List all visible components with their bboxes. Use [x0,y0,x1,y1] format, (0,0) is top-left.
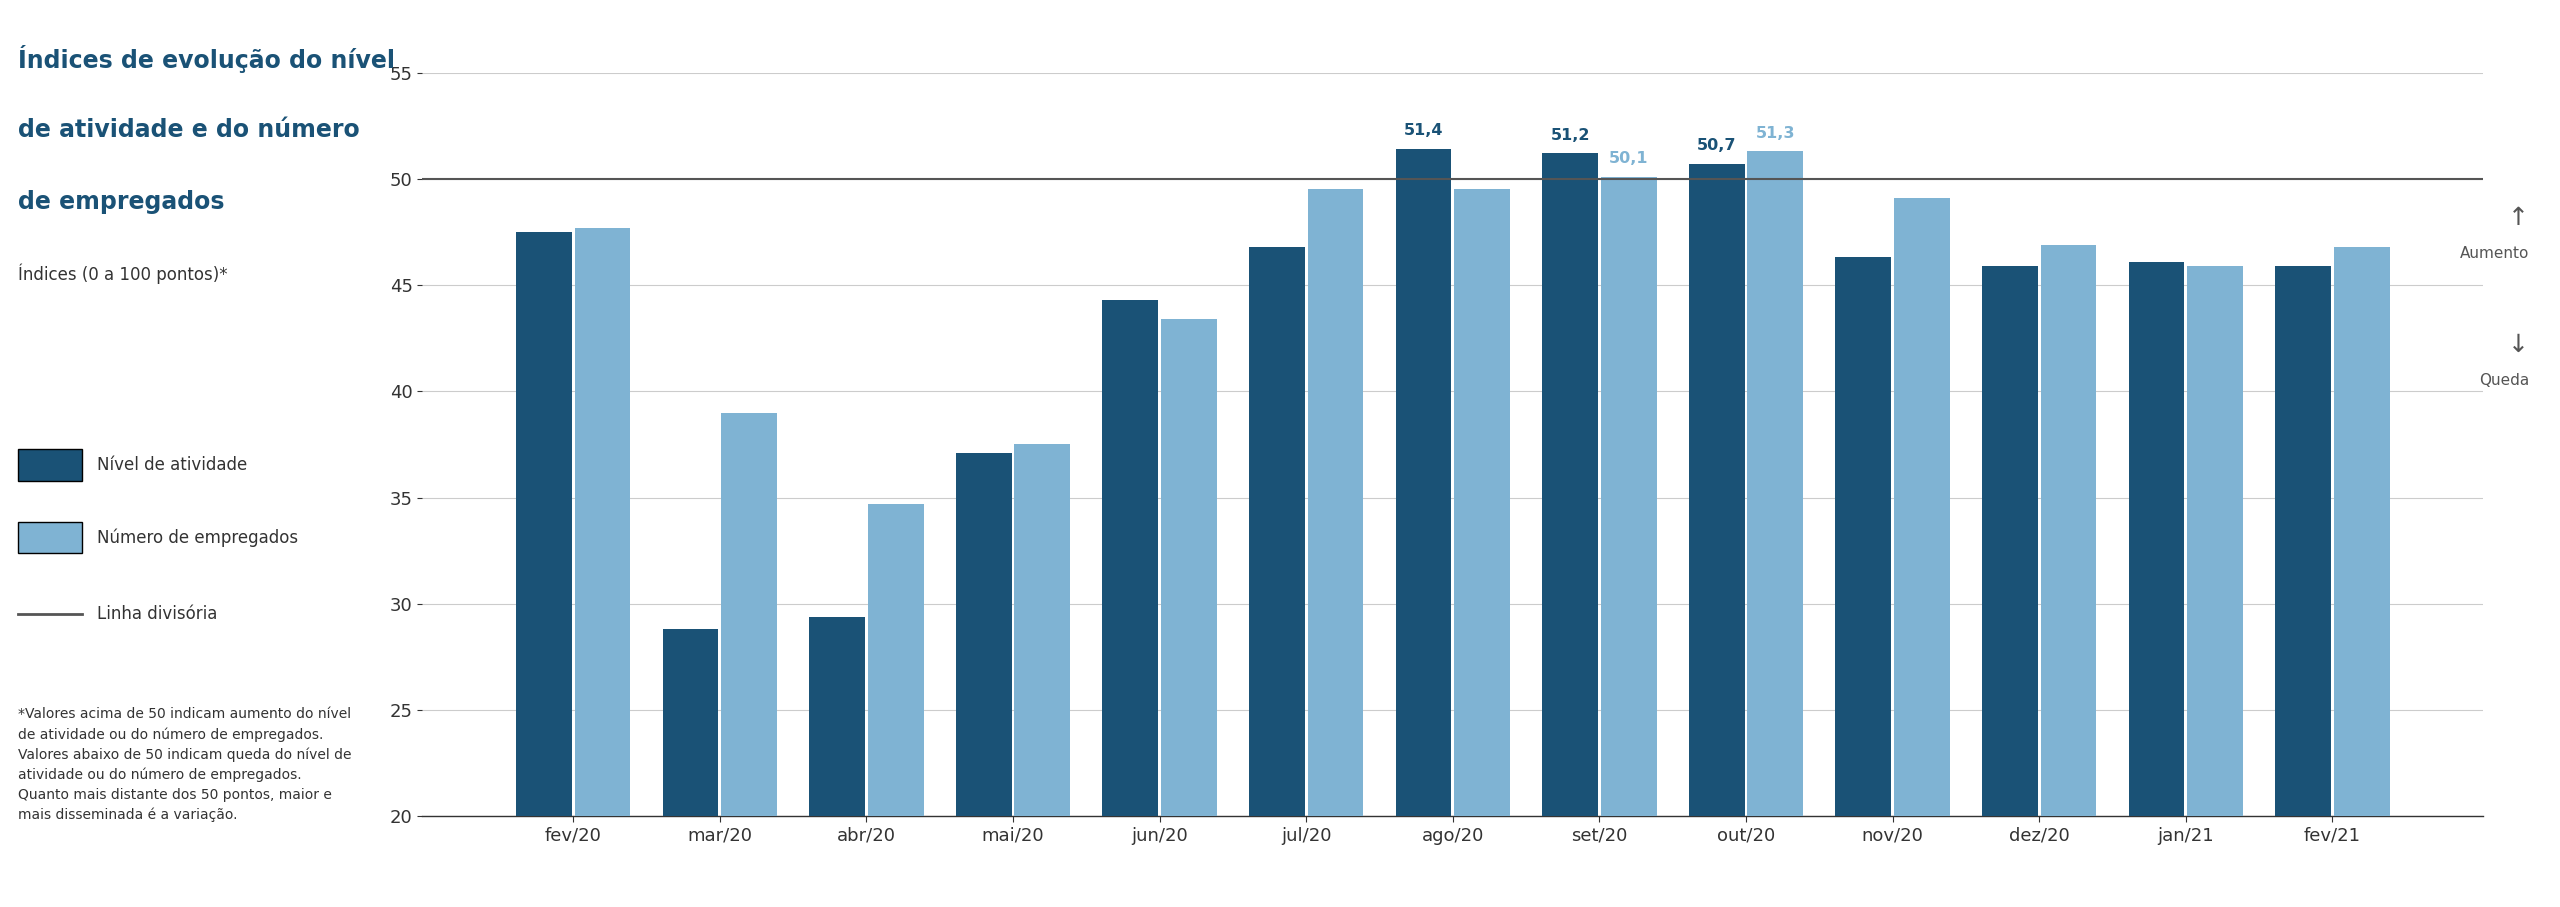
Bar [517,232,571,907]
Text: 49,5: 49,5 [1316,200,1354,215]
Text: 45,9: 45,9 [2196,277,2235,291]
Text: Linha divisória: Linha divisória [97,605,218,623]
Bar [2186,266,2243,907]
Bar [1249,247,1306,907]
Text: *Valores acima de 50 indicam aumento do nível
de atividade ou do número de empre: *Valores acima de 50 indicam aumento do … [18,707,351,822]
Text: 37,5: 37,5 [1021,455,1062,470]
Text: de atividade e do número: de atividade e do número [18,118,358,141]
Text: 51,4: 51,4 [1403,123,1444,139]
Text: 51,2: 51,2 [1551,128,1590,142]
Bar [1981,266,2038,907]
Text: 50,1: 50,1 [1610,151,1649,166]
Text: Índices de evolução do nível: Índices de evolução do nível [18,45,394,73]
Text: 46,8: 46,8 [2342,258,2381,272]
Text: 49,5: 49,5 [1462,200,1503,215]
Text: 46,3: 46,3 [1843,268,1884,283]
Text: 29,4: 29,4 [817,627,858,642]
Text: 34,7: 34,7 [876,514,916,530]
Text: 47,5: 47,5 [525,242,563,258]
Text: 45,9: 45,9 [1989,277,2030,291]
Bar [1308,190,1364,907]
Bar [722,413,778,907]
Text: 49,1: 49,1 [1902,209,1940,223]
Bar [1395,149,1452,907]
Text: 46,9: 46,9 [2048,255,2089,270]
Text: 46,1: 46,1 [2138,272,2176,288]
Bar [1541,153,1597,907]
Bar [573,228,630,907]
Bar [955,453,1011,907]
Text: 44,3: 44,3 [1111,310,1149,326]
Text: Queda: Queda [2478,374,2529,388]
Text: 37,1: 37,1 [965,463,1004,479]
Text: Índices (0 a 100 pontos)*: Índices (0 a 100 pontos)* [18,263,228,284]
Text: 39,0: 39,0 [730,424,768,438]
Text: 28,8: 28,8 [671,640,709,655]
Bar [2127,262,2184,907]
Bar [663,629,719,907]
Text: 50,7: 50,7 [1697,138,1736,153]
Text: ↑: ↑ [2509,206,2529,229]
Text: ↓: ↓ [2509,333,2529,356]
Bar [2040,245,2097,907]
Text: Aumento: Aumento [2460,247,2529,261]
Text: de empregados: de empregados [18,190,225,214]
Bar [868,504,924,907]
Text: 45,9: 45,9 [2284,277,2322,291]
Bar [1162,319,1216,907]
Bar [1894,198,1951,907]
Text: 46,8: 46,8 [1257,258,1295,272]
Bar [2276,266,2332,907]
Bar [1103,300,1157,907]
Bar [809,617,865,907]
Bar [1748,151,1802,907]
Text: 51,3: 51,3 [1756,125,1795,141]
Bar [1014,444,1070,907]
Bar [2335,247,2388,907]
Bar [1600,177,1656,907]
Text: 43,4: 43,4 [1170,329,1208,345]
Bar [1690,164,1743,907]
Text: Nível de atividade: Nível de atividade [97,456,248,474]
Text: 47,7: 47,7 [584,239,622,253]
Text: Número de empregados: Número de empregados [97,529,300,547]
Bar [1454,190,1510,907]
Bar [1836,258,1892,907]
